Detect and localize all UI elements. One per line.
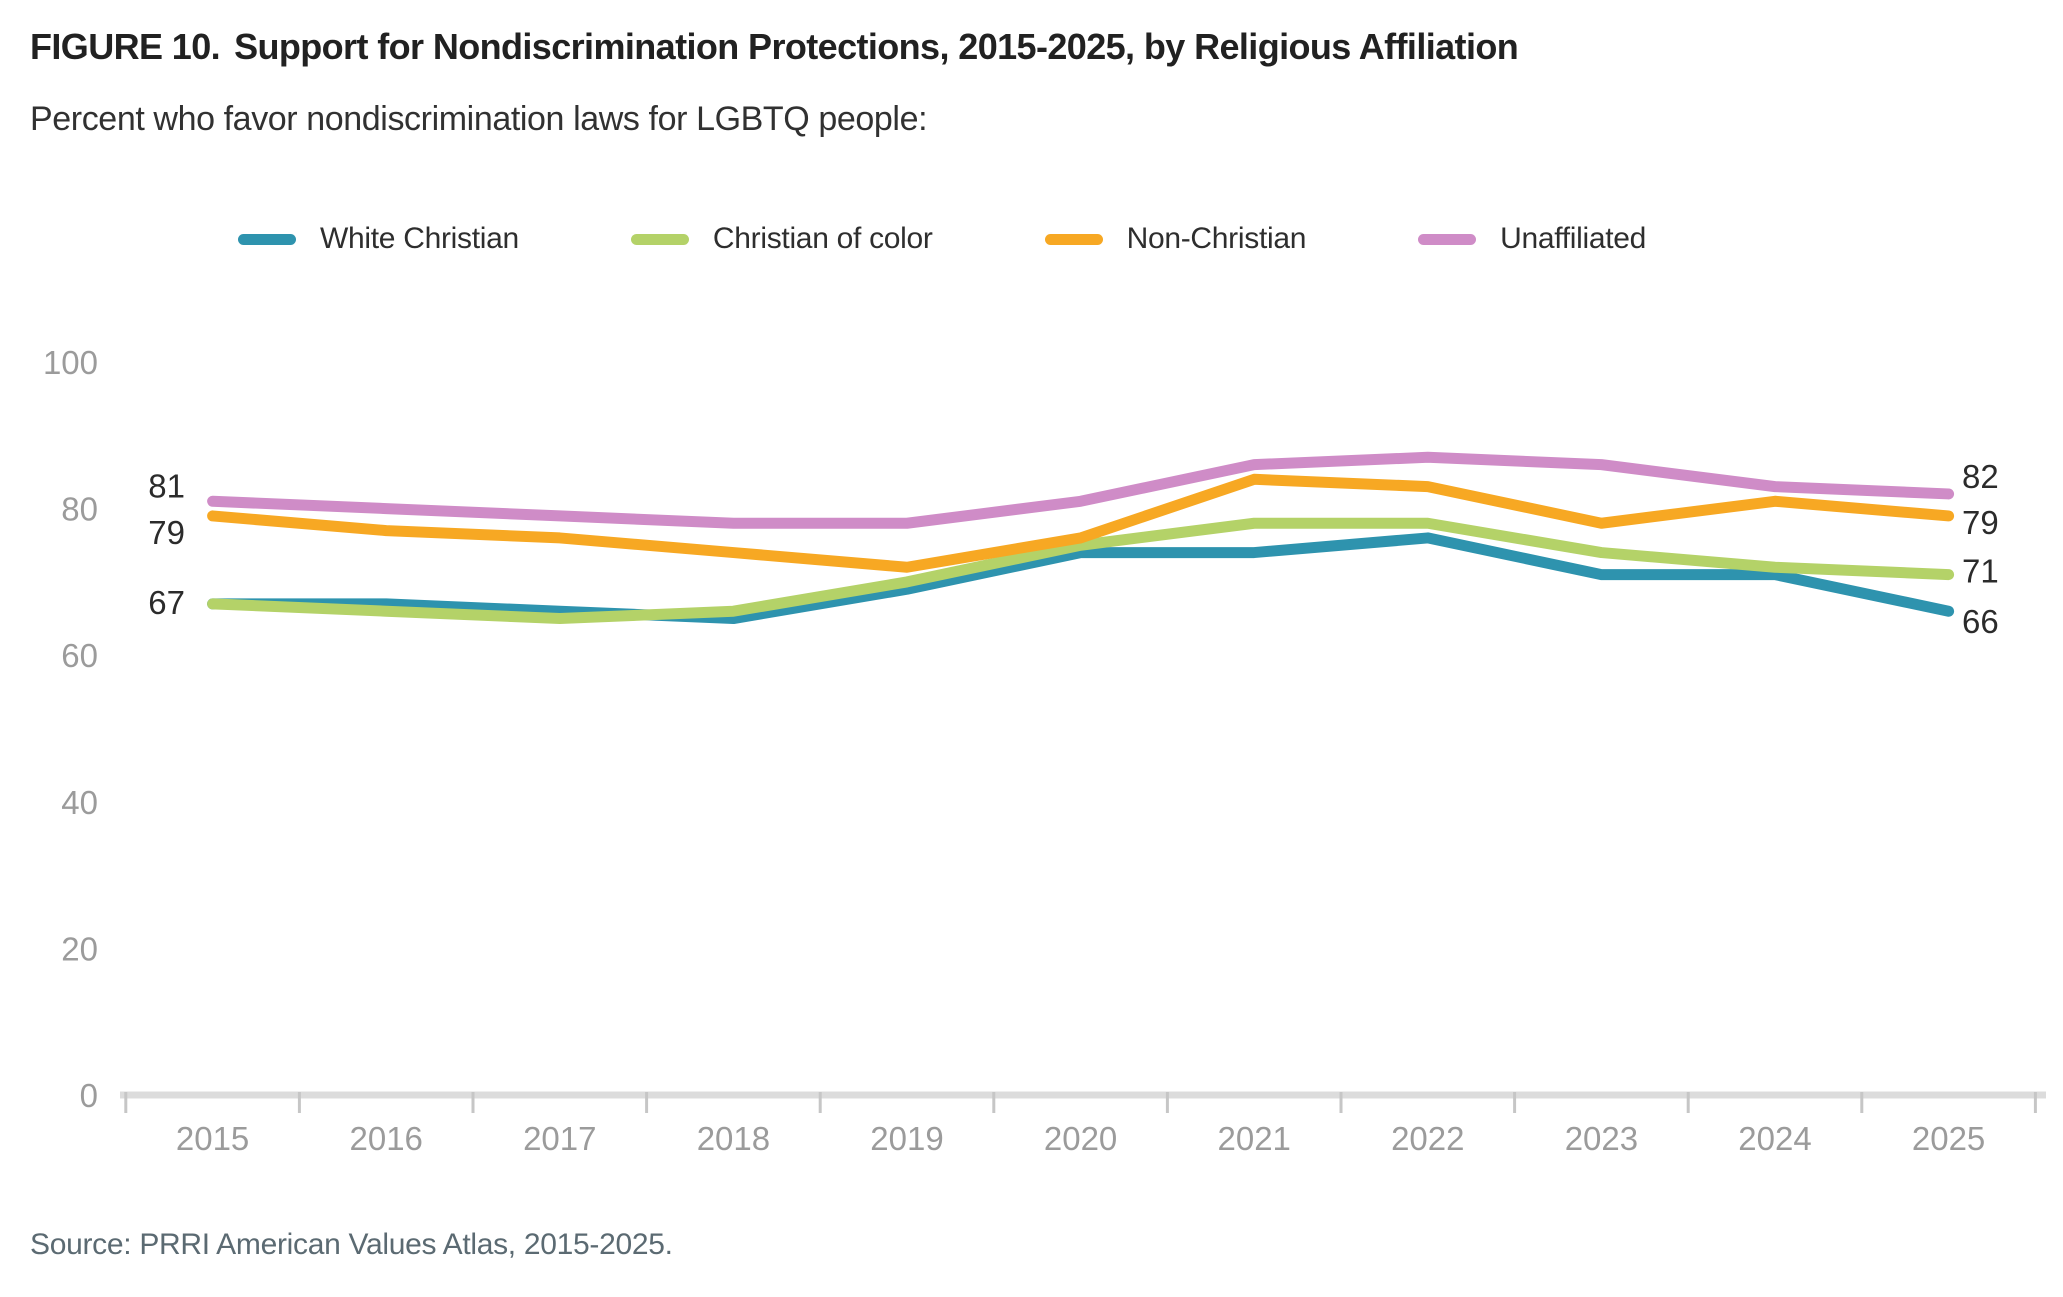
x-axis-tick-label: 2017	[523, 1120, 596, 1157]
figure-title-text: Support for Nondiscrimination Protection…	[234, 26, 1519, 67]
legend-label: Unaffiliated	[1500, 222, 1647, 255]
y-axis-tick-label: 0	[80, 1077, 98, 1114]
x-axis-tick-label: 2019	[870, 1120, 943, 1157]
value-label-right: 79	[1962, 504, 1999, 541]
y-axis-tick-label: 20	[61, 930, 98, 967]
legend-label: Non-Christian	[1126, 222, 1307, 255]
legend-item-white-christian: White Christian	[238, 222, 519, 256]
series-line-christian-of-color	[207, 517, 1955, 625]
legend-label: Christian of color	[712, 222, 933, 255]
legend-swatch-icon	[1418, 233, 1477, 245]
value-label-left: 67	[148, 584, 185, 621]
source-note: Source: PRRI American Values Atlas, 2015…	[30, 1228, 673, 1261]
figure-number-label: FIGURE 10.	[30, 26, 221, 67]
y-axis-tick-label: 40	[61, 784, 98, 821]
value-label-left: 79	[148, 514, 185, 551]
legend-swatch-icon	[1044, 233, 1103, 245]
value-label-right: 71	[1962, 553, 1999, 590]
x-axis-tick-label: 2025	[1912, 1120, 1985, 1157]
legend-item-unaffiliated: Unaffiliated	[1418, 222, 1646, 256]
x-axis-tick-label: 2020	[1044, 1120, 1117, 1157]
value-label-right: 66	[1962, 603, 1999, 640]
x-axis-tick-label: 2023	[1565, 1120, 1638, 1157]
y-axis-tick-label: 60	[61, 637, 98, 674]
series-line-non-christian	[207, 473, 1955, 573]
chart-subtitle: Percent who favor nondiscrimination laws…	[30, 100, 928, 138]
x-axis-tick-label: 2018	[697, 1120, 770, 1157]
x-axis-tick-label: 2021	[1217, 1120, 1290, 1157]
legend-swatch-icon	[630, 233, 689, 245]
x-axis-tick-label: 2016	[349, 1120, 422, 1157]
y-axis-tick-label: 80	[61, 491, 98, 528]
chart-legend: White Christian Christian of color Non-C…	[238, 222, 1646, 256]
x-axis-tick-label: 2015	[176, 1120, 249, 1157]
legend-label: White Christian	[320, 222, 519, 255]
page-title: FIGURE 10. Support for Nondiscrimination …	[30, 26, 1519, 68]
legend-item-non-christian: Non-Christian	[1044, 222, 1307, 256]
series-line-unaffiliated	[207, 451, 1955, 529]
value-label-right: 82	[1962, 458, 1999, 495]
series-line-white-christian	[207, 532, 1955, 625]
legend-swatch-icon	[238, 233, 296, 245]
legend-item-christian-of-color: Christian of color	[630, 222, 933, 256]
y-axis-tick-label: 100	[43, 344, 98, 381]
x-axis-tick-label: 2024	[1738, 1120, 1811, 1157]
value-label-left: 81	[148, 467, 185, 504]
x-axis-tick-label: 2022	[1391, 1120, 1464, 1157]
